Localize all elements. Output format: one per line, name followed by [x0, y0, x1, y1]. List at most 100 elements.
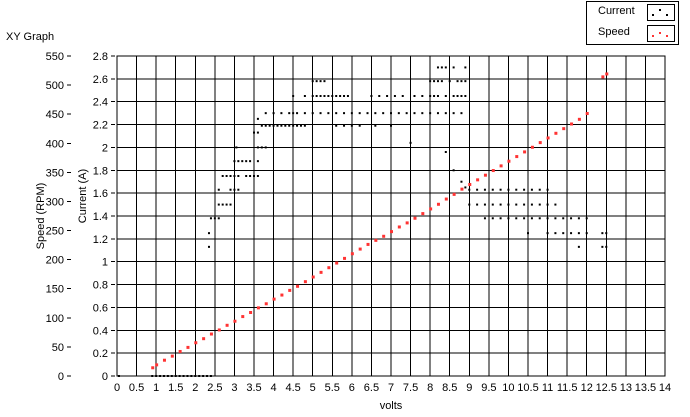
current-point	[217, 217, 220, 220]
speed-point	[343, 256, 347, 260]
x-tick-label: 1.5	[168, 382, 183, 394]
current-point	[577, 232, 580, 235]
current-tick-label: 0	[102, 371, 108, 383]
current-point	[299, 124, 302, 127]
plot-frame	[116, 55, 666, 377]
current-point	[464, 66, 467, 69]
speed-tick-label: 500	[46, 80, 64, 92]
current-point	[570, 217, 573, 220]
current-tick-label: 0.2	[93, 348, 108, 360]
current-point	[433, 80, 436, 83]
speed-point	[202, 337, 206, 341]
current-point	[429, 112, 432, 115]
current-point	[601, 245, 604, 248]
current-point	[436, 95, 439, 97]
x-tick-label: 3	[231, 382, 237, 394]
x-tick-label: 4	[271, 382, 277, 394]
current-point	[468, 188, 471, 191]
current-tick-label: 2.2	[93, 120, 108, 132]
current-point	[515, 188, 518, 191]
speed-tick-label: 0	[58, 371, 64, 383]
current-point	[546, 203, 549, 206]
current-tick-label: 0.4	[93, 325, 108, 337]
speed-point	[523, 150, 527, 154]
speed-point	[151, 366, 155, 370]
speed-tick-label: 450	[46, 109, 64, 121]
current-point	[182, 375, 185, 377]
current-point	[256, 175, 259, 177]
speed-point	[209, 332, 213, 336]
current-point	[464, 186, 467, 189]
current-point	[229, 188, 232, 191]
legend-swatch-speed[interactable]	[647, 25, 675, 42]
current-point	[233, 175, 236, 177]
speed-point	[288, 288, 292, 292]
current-point	[601, 232, 604, 235]
current-point	[288, 112, 291, 115]
x-tick-label: 11	[542, 382, 553, 394]
current-point	[209, 375, 212, 377]
speed-point	[397, 225, 401, 229]
current-point	[401, 95, 404, 97]
current-point	[460, 95, 463, 97]
current-point	[491, 188, 494, 191]
current-tick-label: 0.8	[93, 280, 108, 292]
legend-swatch-speed-icon	[652, 32, 668, 37]
x-tick-label: 6	[349, 382, 355, 394]
x-tick-label: 8.5	[442, 382, 457, 394]
current-point	[499, 217, 502, 220]
x-axis-title: volts	[380, 400, 403, 412]
current-point	[268, 124, 271, 127]
speed-point	[225, 323, 229, 327]
current-point	[256, 146, 259, 149]
current-point	[507, 203, 510, 206]
legend-swatch-current[interactable]	[647, 4, 675, 21]
speed-point	[178, 349, 182, 353]
speed-point	[366, 242, 370, 246]
speed-point	[155, 363, 159, 367]
x-tick-label: 5	[310, 382, 316, 394]
current-point	[444, 66, 447, 69]
current-point	[499, 203, 502, 206]
current-point	[296, 124, 299, 127]
current-point	[546, 217, 549, 220]
x-tick-label: 10	[502, 382, 514, 394]
current-point	[460, 180, 463, 183]
current-tick-label: 2	[102, 142, 108, 154]
current-point	[515, 203, 518, 206]
current-point	[444, 112, 447, 115]
current-point	[229, 175, 232, 177]
current-point	[343, 124, 346, 127]
current-point	[253, 175, 255, 177]
speed-point	[264, 302, 268, 306]
current-point	[311, 80, 314, 83]
legend-item-current: Current	[587, 2, 678, 22]
current-tick-label: 2.8	[93, 51, 108, 63]
current-point	[296, 112, 299, 115]
speed-point	[421, 212, 425, 216]
current-point	[358, 124, 361, 127]
current-axis-title: Current (A)	[77, 169, 89, 223]
current-point	[374, 112, 377, 115]
current-point	[206, 375, 209, 377]
speed-point	[429, 207, 433, 211]
current-point	[523, 217, 526, 220]
x-axis-ticks: 0 0.5 1 1.5 2 2.5 3 3.5 4 4.5 5 5.5 6 6.5 7 7.5 8 8.5 9 9.5…	[114, 382, 671, 394]
current-point	[315, 80, 318, 83]
current-point	[460, 112, 463, 115]
current-point	[358, 112, 361, 115]
speed-point	[405, 221, 409, 225]
current-point	[476, 203, 479, 206]
x-tick-label: 14	[659, 382, 671, 394]
current-point	[476, 188, 479, 191]
current-point	[390, 112, 392, 115]
current-point	[577, 217, 580, 220]
current-point	[350, 124, 353, 127]
speed-point	[319, 270, 323, 274]
speed-point	[507, 159, 511, 163]
legend: Current Speed	[586, 1, 679, 45]
current-point	[335, 124, 338, 127]
speed-point	[390, 230, 393, 234]
x-tick-label: 6.5	[364, 382, 379, 394]
